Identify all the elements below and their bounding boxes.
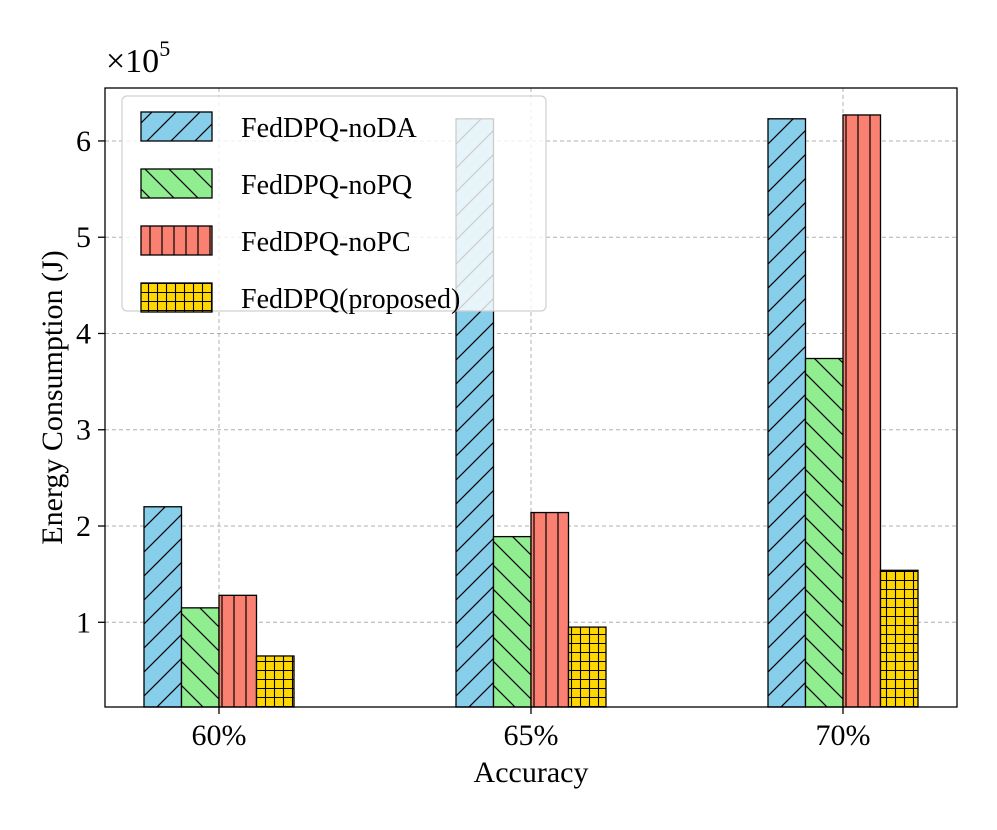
legend-swatch — [140, 111, 213, 142]
y-tick-label: 2 — [76, 510, 91, 543]
bars — [143, 114, 919, 708]
bar-feddpq-proposed-60pct — [255, 655, 295, 708]
x-tick-label: 70% — [816, 719, 871, 752]
y-tick-label: 1 — [76, 606, 91, 639]
x-tick-label: 60% — [192, 719, 247, 752]
legend-swatch — [140, 225, 213, 256]
x-axis-title: Accuracy — [474, 756, 589, 789]
bar-feddpq-proposed-65pct — [567, 626, 607, 708]
x-tick-label: 65% — [504, 719, 559, 752]
legend-swatch — [140, 168, 213, 199]
legend-label: FedDPQ-noPQ — [241, 170, 412, 201]
axis-ticks: 1 2 3 4 5 6 60% 65% 70% — [76, 125, 871, 752]
y-tick-label: 6 — [76, 125, 91, 158]
bar-feddpq-nopq-70pct — [804, 357, 844, 708]
bar-feddpq-nopc-60pct — [218, 594, 258, 708]
legend: FedDPQ-noDA FedDPQ-noPQ FedDPQ-noPC FedDPQ(… — [121, 95, 547, 315]
y-axis-multiplier: ×105 — [106, 36, 170, 80]
bar-feddpq-nopc-65pct — [530, 511, 570, 708]
bar-feddpq-noda-70pct — [767, 118, 807, 708]
legend-label: FedDPQ(proposed) — [241, 284, 460, 315]
y-tick-label: 4 — [76, 317, 91, 350]
bar-feddpq-nopc-70pct — [842, 114, 882, 708]
legend-swatch — [140, 282, 213, 313]
bar-feddpq-noda-60pct — [143, 506, 183, 708]
legend-frame — [121, 95, 547, 312]
y-axis-multiplier-exponent: 5 — [159, 36, 170, 61]
y-tick-label: 5 — [76, 221, 91, 254]
bar-feddpq-nopq-60pct — [180, 607, 220, 708]
y-tick-label: 3 — [76, 414, 91, 447]
legend-label: FedDPQ-noDA — [241, 113, 418, 144]
y-axis-title: Energy Consumption (J) — [36, 250, 69, 544]
bar-feddpq-nopq-65pct — [492, 535, 532, 708]
legend-label: FedDPQ-noPC — [241, 227, 411, 258]
bar-feddpq-proposed-70pct — [879, 569, 919, 708]
